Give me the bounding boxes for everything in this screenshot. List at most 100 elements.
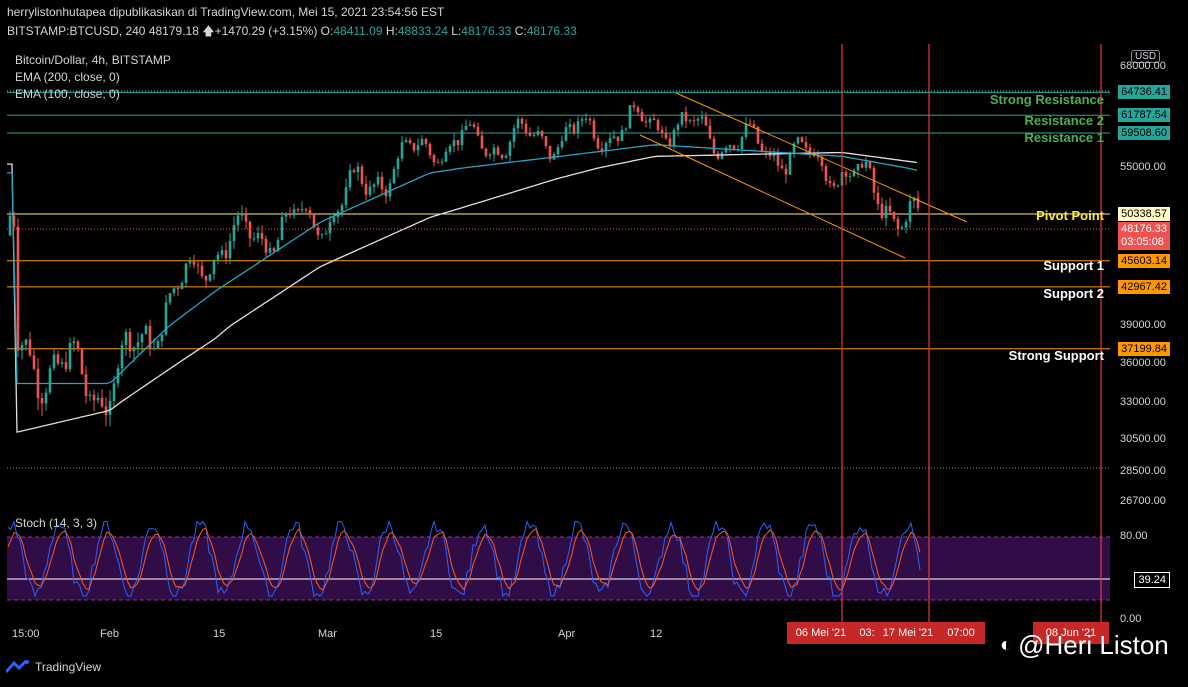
stoch-d-line bbox=[7, 527, 921, 591]
candle-body bbox=[8, 215, 12, 236]
stoch-legend[interactable]: Stoch (14, 3, 3) bbox=[15, 516, 98, 530]
candle-body bbox=[280, 216, 284, 241]
candle-body bbox=[84, 374, 88, 396]
level-label-5: Support 2 bbox=[1043, 286, 1104, 301]
chart-title[interactable]: Bitcoin/Dollar, 4h, BITSTAMP bbox=[15, 53, 171, 67]
candle-body bbox=[428, 144, 432, 156]
candle-body bbox=[16, 226, 20, 351]
price-axis-tick-7: 26700.00 bbox=[1120, 495, 1166, 507]
candle-body bbox=[792, 143, 796, 154]
candle-body bbox=[380, 176, 384, 190]
level-label-4: Support 1 bbox=[1043, 258, 1104, 273]
c-label: C: bbox=[514, 24, 527, 38]
candle-body bbox=[376, 176, 380, 185]
candle-body bbox=[688, 120, 692, 122]
candle-body bbox=[692, 120, 696, 122]
change: +1470.29 (+3.15%) bbox=[214, 24, 318, 38]
candle-body bbox=[572, 124, 576, 133]
levels-group bbox=[7, 91, 1110, 350]
candle-body bbox=[844, 172, 848, 177]
candle-body bbox=[556, 147, 560, 155]
candle-body bbox=[784, 168, 788, 175]
candle-body bbox=[400, 142, 404, 159]
candle-body bbox=[328, 222, 332, 234]
candle-body bbox=[632, 105, 636, 108]
candle-body bbox=[656, 120, 660, 131]
candle-body bbox=[548, 145, 552, 160]
candle-body bbox=[820, 156, 824, 167]
candle-body bbox=[220, 250, 224, 255]
candle-body bbox=[296, 209, 300, 211]
candle-body bbox=[276, 240, 280, 252]
candle-body bbox=[120, 345, 124, 369]
candle-body bbox=[340, 205, 344, 212]
candle-body bbox=[644, 121, 648, 123]
level-price-tag-2: 59508.60 bbox=[1118, 125, 1170, 140]
candle-body bbox=[668, 138, 672, 147]
candle-body bbox=[392, 169, 396, 184]
candle-body bbox=[616, 136, 620, 141]
candle-body bbox=[56, 354, 60, 364]
h-label: H: bbox=[385, 24, 398, 38]
candle-body bbox=[724, 147, 728, 153]
candle-body bbox=[752, 124, 756, 127]
footer[interactable]: TradingView bbox=[6, 660, 101, 674]
candle-body bbox=[252, 238, 256, 240]
price-axis-tick-3: 36000.00 bbox=[1120, 357, 1166, 369]
candle-body bbox=[848, 176, 852, 178]
level-label-6: Strong Support bbox=[1008, 348, 1104, 363]
candle-body bbox=[28, 339, 32, 356]
candle-body bbox=[308, 210, 312, 214]
candle-body bbox=[140, 334, 144, 343]
candle-body bbox=[816, 156, 820, 158]
candle-body bbox=[576, 121, 580, 133]
currency-button[interactable]: USD bbox=[1131, 50, 1161, 63]
time-tag-3: 17 Mei '21 bbox=[879, 622, 937, 644]
stoch-band bbox=[7, 537, 1110, 600]
price-axis-tick-0: 68000.00 bbox=[1120, 60, 1166, 72]
candle-body bbox=[20, 344, 24, 351]
candle-body bbox=[68, 342, 72, 370]
candle-body bbox=[532, 134, 536, 136]
weibo-icon: ◐ bbox=[1000, 634, 1013, 656]
level-price-tag-0: 64736.41 bbox=[1118, 85, 1170, 100]
candle-body bbox=[832, 183, 836, 186]
candle-body bbox=[76, 341, 80, 350]
candle-body bbox=[628, 105, 632, 129]
candle-body bbox=[708, 125, 712, 139]
candle-body bbox=[852, 170, 856, 177]
c-value: 48176.33 bbox=[526, 24, 577, 38]
time-axis-tick-0: 15:00 bbox=[12, 628, 40, 640]
ema200-legend[interactable]: EMA (200, close, 0) bbox=[15, 70, 120, 84]
candle-body bbox=[204, 275, 208, 281]
candle-body bbox=[288, 213, 292, 216]
level-label-1: Resistance 2 bbox=[1024, 113, 1105, 128]
candle-body bbox=[760, 143, 764, 152]
candle-body bbox=[304, 209, 308, 211]
candle-body bbox=[300, 209, 304, 211]
candle-body bbox=[744, 123, 748, 137]
candle-body bbox=[352, 170, 356, 173]
candle-body bbox=[360, 166, 364, 184]
candle-body bbox=[104, 406, 108, 415]
candle-body bbox=[24, 339, 28, 345]
candle-body bbox=[404, 140, 408, 143]
candle-body bbox=[796, 137, 800, 144]
ohlc-line: BITSTAMP:BTCUSD, 240 48179.18 🡅+1470.29 … bbox=[7, 22, 577, 43]
candle-body bbox=[92, 394, 96, 401]
ema100-legend[interactable]: EMA (100, close, 0) bbox=[15, 87, 120, 101]
candle-body bbox=[324, 233, 328, 235]
time-axis-tick-2: 15 bbox=[213, 628, 226, 640]
candle-body bbox=[880, 204, 884, 219]
symbol[interactable]: BITSTAMP:BTCUSD, 240 bbox=[7, 24, 146, 38]
candle-body bbox=[292, 209, 296, 216]
candle-body bbox=[864, 161, 868, 168]
level-price-tag-6: 37199.84 bbox=[1118, 341, 1170, 356]
candle-body bbox=[408, 140, 412, 144]
candle-body bbox=[212, 259, 216, 275]
candle-body bbox=[356, 166, 360, 173]
candle-body bbox=[808, 147, 812, 154]
last-price: 48179.18 bbox=[148, 24, 199, 38]
candle-body bbox=[900, 227, 904, 229]
